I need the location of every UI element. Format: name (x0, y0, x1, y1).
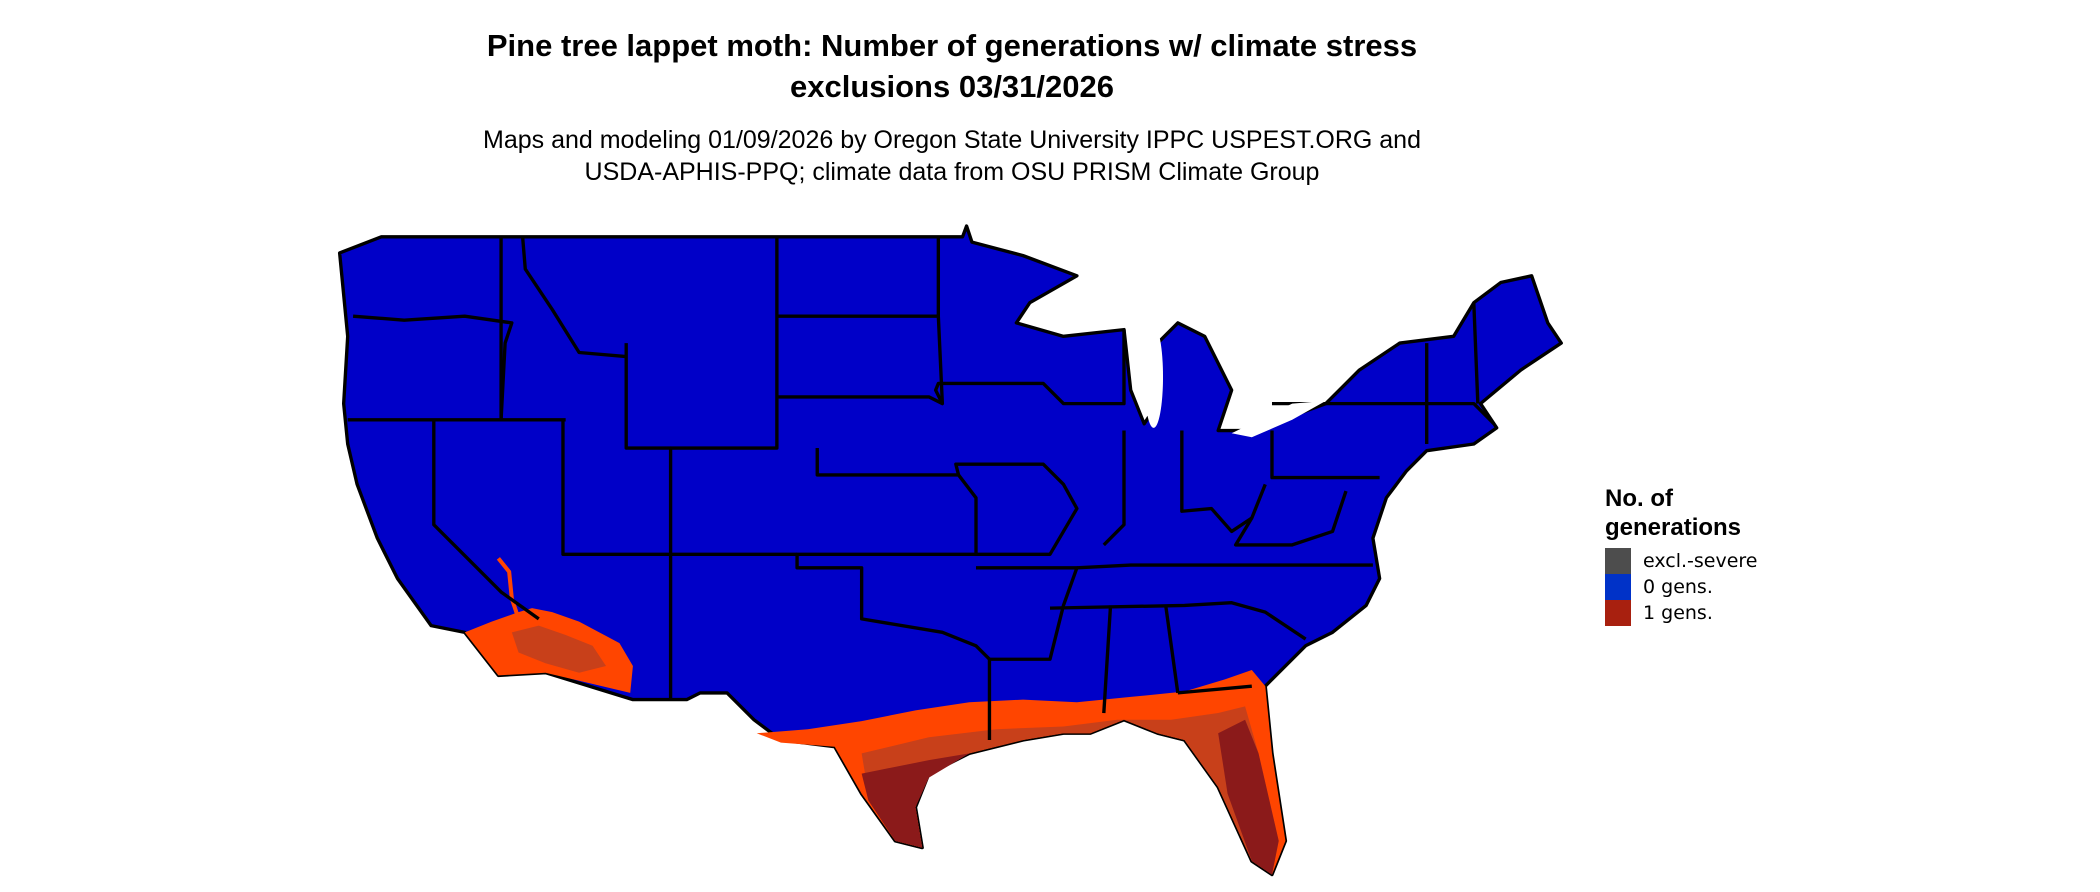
southwest-one-gen-mid-area (511, 625, 607, 673)
subtitle-line-1: Maps and modeling 01/09/2026 by Oregon S… (483, 126, 1421, 154)
map-title-line-1: Pine tree lappet moth: Number of generat… (486, 28, 1418, 63)
legend-title-line-2: generations (1605, 514, 1742, 541)
legend-label: excl.-severe (1643, 550, 1758, 572)
lake-michigan (1144, 325, 1164, 428)
legend-label: 0 gens. (1643, 576, 1713, 598)
legend-swatch-excl-severe (1605, 548, 1631, 574)
us-outline-zero-gens (337, 224, 1563, 877)
legend-item-1-gens: 1 gens. (1605, 600, 1713, 626)
california-valley-one-gen-strip (496, 557, 521, 620)
florida-one-gen-high-area (1218, 719, 1279, 875)
map-title-line-2: exclusions 03/31/2026 (789, 69, 1114, 104)
gulf-one-gen-high-area (861, 753, 970, 848)
legend-label: 1 gens. (1643, 602, 1713, 624)
legend-title-line-1: No. of (1605, 485, 1673, 512)
subtitle-line-2: USDA-APHIS-PPQ; climate data from OSU PR… (584, 158, 1320, 186)
state-borders (347, 236, 1496, 740)
gulf-one-gen-mid-area (861, 706, 1279, 875)
lake-erie (1231, 400, 1326, 438)
legend-item-0-gens: 0 gens. (1605, 574, 1713, 600)
legend-swatch-0-gens (1605, 574, 1631, 600)
legend-item-excl-severe: excl.-severe (1605, 548, 1758, 574)
legend-swatch-1-gens (1605, 600, 1631, 626)
